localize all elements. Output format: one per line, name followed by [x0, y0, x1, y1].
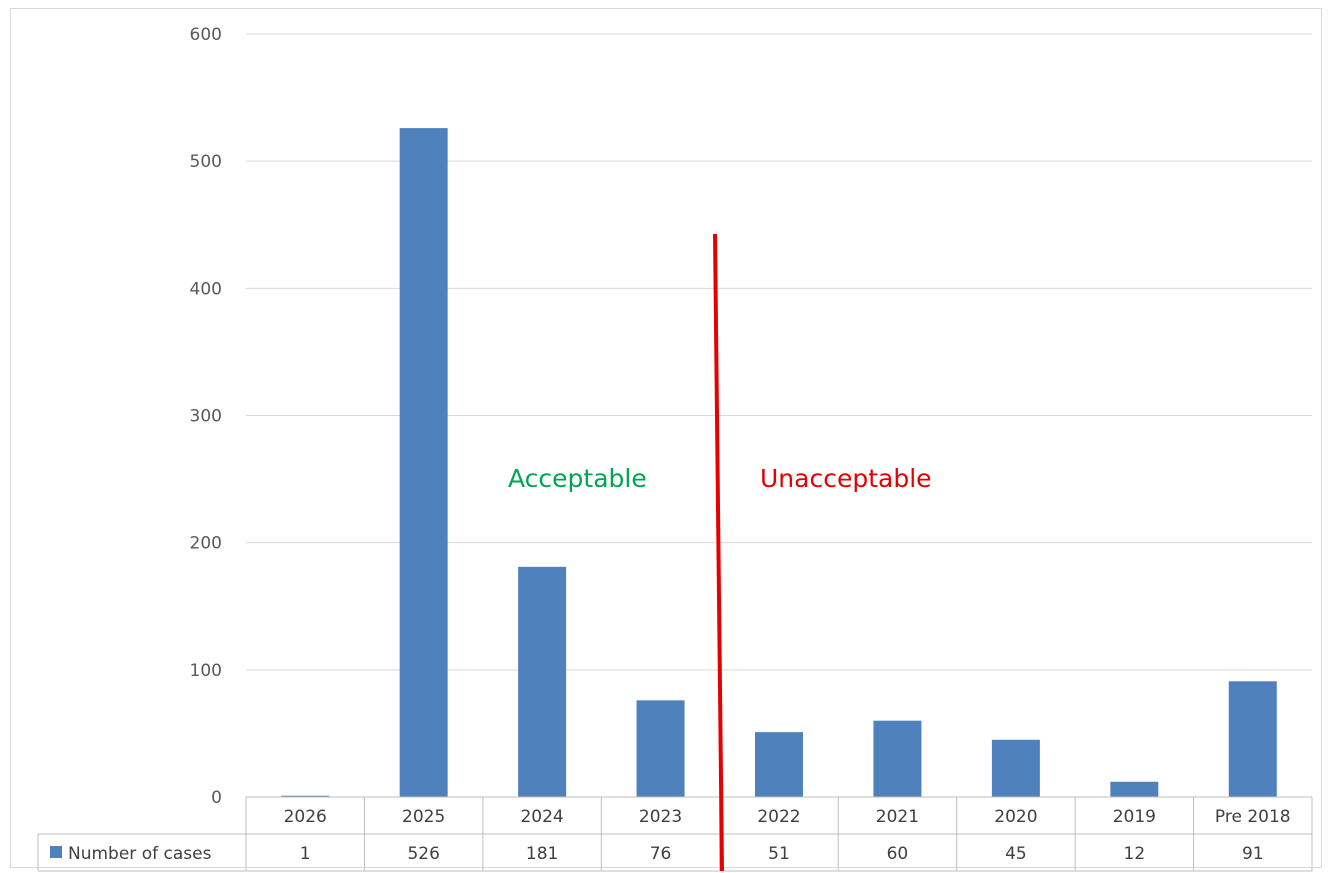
bar — [873, 720, 922, 797]
x-tick-label: 2026 — [284, 807, 327, 827]
y-tick-label: 0 — [211, 788, 222, 808]
x-tick-label: 2023 — [639, 807, 682, 827]
bar — [1110, 781, 1159, 797]
y-tick-label: 100 — [190, 661, 222, 681]
bar — [755, 732, 803, 797]
bar — [399, 128, 448, 797]
data-table-value: 12 — [1124, 844, 1146, 864]
x-tick-label: Pre 2018 — [1215, 807, 1291, 827]
bar — [281, 795, 330, 797]
data-table-value: 76 — [650, 844, 672, 864]
annotation-acceptable: Acceptable — [508, 464, 647, 493]
y-tick-label: 200 — [190, 534, 222, 554]
bars — [281, 128, 1277, 797]
data-table-value: 1 — [300, 844, 311, 864]
x-tick-label: 2025 — [402, 807, 445, 827]
legend-key — [50, 846, 62, 858]
y-tick-label: 400 — [190, 279, 222, 299]
bar — [1228, 681, 1277, 797]
x-tick-label: 2020 — [994, 807, 1037, 827]
annotation-unacceptable: Unacceptable — [760, 464, 932, 493]
legend-label: Number of cases — [68, 844, 212, 864]
x-tick-label: 2021 — [876, 807, 919, 827]
data-table-value: 181 — [526, 844, 558, 864]
x-tick-label: 2024 — [520, 807, 563, 827]
data-table-value: 51 — [768, 844, 790, 864]
bar — [518, 566, 567, 797]
data-table-value: 60 — [887, 844, 909, 864]
y-tick-label: 300 — [190, 407, 222, 427]
x-tick-label: 2019 — [1113, 807, 1156, 827]
y-tick-label: 600 — [190, 25, 222, 45]
data-table-value: 91 — [1242, 844, 1264, 864]
bar — [636, 700, 685, 797]
divider-line — [713, 233, 724, 872]
data-table: 2026 1 2025 526 2024 181 2023 76 2022 51 2021 60 202… — [37, 796, 1313, 872]
bar — [991, 739, 1040, 797]
data-table-value: 45 — [1005, 844, 1027, 864]
y-tick-label: 500 — [190, 152, 222, 172]
x-tick-label: 2022 — [757, 807, 800, 827]
y-axis-ticks: 0 100 200 300 400 500 600 — [190, 25, 222, 808]
annotations: Acceptable Unacceptable — [508, 233, 932, 872]
chart-frame — [10, 8, 1322, 868]
data-table-value: 526 — [407, 844, 439, 864]
